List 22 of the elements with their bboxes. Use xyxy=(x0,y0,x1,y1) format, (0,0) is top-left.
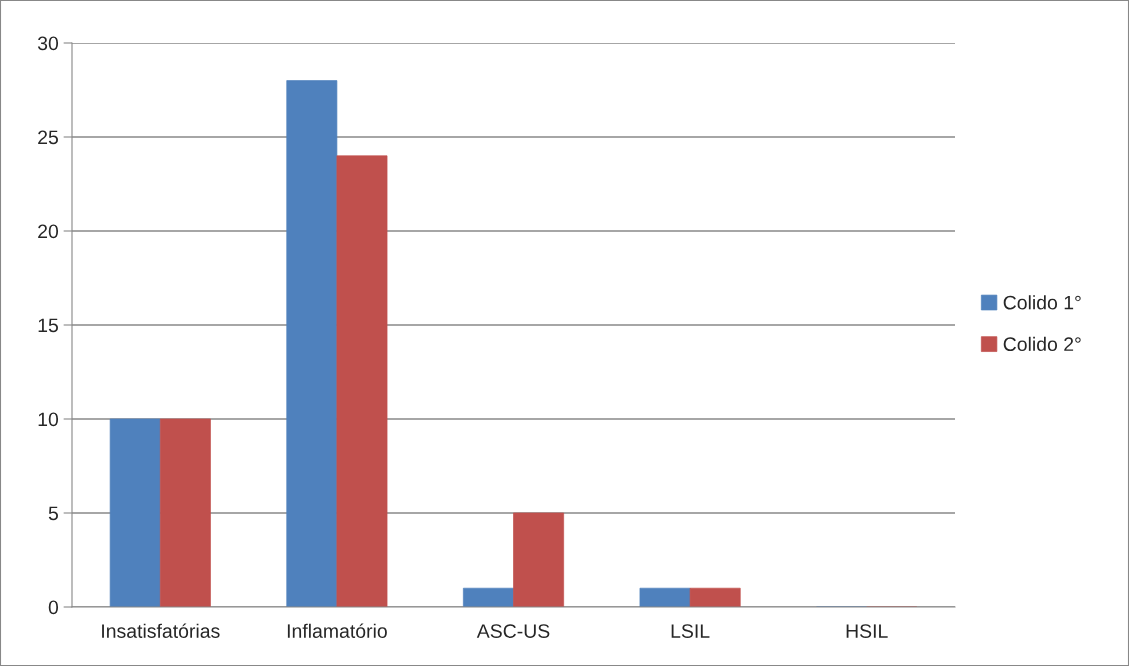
bar xyxy=(286,80,338,607)
bar xyxy=(463,587,514,607)
x-tick-label: HSIL xyxy=(846,624,888,638)
y-tick-label: 5 xyxy=(48,506,58,521)
bar xyxy=(513,512,564,607)
legend-label: Colido 2° xyxy=(1003,336,1081,352)
legend-label: Colido 1° xyxy=(1003,295,1081,310)
bar xyxy=(639,587,691,607)
y-tick-label: 20 xyxy=(38,224,59,239)
y-tick-label: 15 xyxy=(38,318,58,333)
bar xyxy=(159,418,211,607)
bar xyxy=(689,587,741,607)
bar xyxy=(336,155,388,607)
x-tick-label: Insatisfatórias xyxy=(102,623,220,638)
x-tick-label: LSIL xyxy=(671,624,710,638)
bar xyxy=(109,418,161,607)
y-tick-label: 25 xyxy=(38,130,58,145)
x-tick-label: Inflamatório xyxy=(287,623,387,638)
y-tick-label: 0 xyxy=(48,600,59,615)
y-tick-label: 30 xyxy=(37,36,59,51)
y-tick-label: 10 xyxy=(38,412,59,427)
x-tick-label: ASC-US xyxy=(476,624,550,638)
